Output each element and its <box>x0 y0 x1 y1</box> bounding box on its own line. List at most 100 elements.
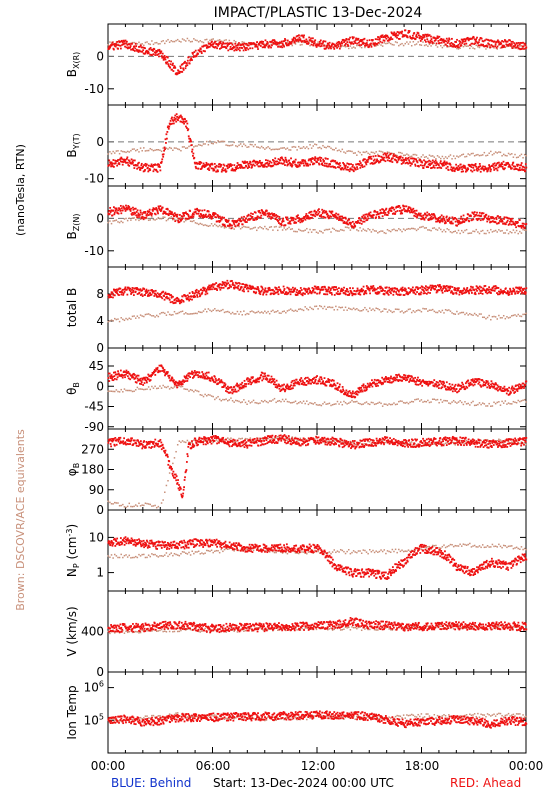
data-point <box>197 41 200 43</box>
data-point <box>144 41 147 44</box>
data-point <box>245 283 248 286</box>
data-point <box>475 154 478 156</box>
data-point <box>207 167 210 170</box>
data-point <box>423 287 426 289</box>
data-point <box>120 150 122 152</box>
data-point <box>457 169 459 171</box>
data-point <box>321 286 324 288</box>
data-point <box>238 163 241 166</box>
data-point <box>455 41 457 43</box>
data-point <box>283 44 285 47</box>
data-point <box>265 159 267 162</box>
data-point <box>304 161 307 163</box>
data-point <box>177 219 179 222</box>
data-point <box>273 215 276 217</box>
data-point <box>366 287 369 290</box>
data-point <box>123 42 126 45</box>
data-point <box>212 213 214 216</box>
data-point <box>458 220 461 223</box>
data-point <box>335 162 338 165</box>
data-point <box>181 295 184 298</box>
data-point <box>202 214 205 217</box>
data-point <box>119 157 122 160</box>
data-point <box>299 38 302 41</box>
data-point <box>494 151 497 153</box>
data-point <box>457 43 460 46</box>
data-point <box>485 317 487 320</box>
data-point <box>252 227 255 229</box>
data-point <box>278 222 280 224</box>
data-point <box>425 308 427 310</box>
data-point <box>271 212 273 215</box>
data-point <box>344 293 347 296</box>
data-point <box>170 386 172 389</box>
data-point <box>522 289 524 292</box>
data-point <box>115 207 118 210</box>
data-point <box>159 210 162 212</box>
data-point <box>338 217 341 220</box>
data-point <box>212 38 214 40</box>
data-point <box>450 44 452 47</box>
data-point <box>133 45 136 48</box>
data-point <box>515 167 518 170</box>
data-point <box>309 211 311 213</box>
data-point <box>232 284 235 286</box>
data-point <box>389 291 391 293</box>
data-point <box>360 219 363 222</box>
data-point <box>426 214 429 217</box>
data-point <box>295 164 298 167</box>
data-point <box>443 229 445 231</box>
data-point <box>209 39 211 42</box>
data-point <box>182 300 185 303</box>
data-point <box>440 157 442 160</box>
data-point <box>490 168 492 171</box>
data-point <box>353 223 356 225</box>
data-point <box>128 160 131 163</box>
data-point <box>188 217 191 219</box>
data-point <box>506 216 509 219</box>
data-point <box>518 288 521 291</box>
data-point <box>115 43 118 45</box>
data-point <box>137 288 140 291</box>
data-point <box>128 43 131 46</box>
data-point <box>237 48 240 51</box>
data-point <box>451 231 453 234</box>
data-point <box>431 213 434 216</box>
data-point <box>135 287 138 289</box>
data-point <box>449 221 452 224</box>
data-point <box>306 290 309 293</box>
data-point <box>149 314 152 316</box>
data-point <box>198 292 201 295</box>
data-point <box>172 119 174 121</box>
data-point <box>270 226 273 228</box>
data-point <box>231 224 233 227</box>
data-point <box>172 218 174 221</box>
data-point <box>197 223 200 226</box>
data-point <box>231 48 233 51</box>
data-point <box>380 290 383 292</box>
data-point <box>506 155 508 157</box>
data-point <box>370 285 373 288</box>
data-point <box>520 292 523 295</box>
data-point <box>165 208 168 210</box>
data-point <box>352 152 355 154</box>
data-point <box>489 220 492 223</box>
data-point <box>490 292 492 294</box>
data-point <box>464 38 466 41</box>
data-point <box>184 60 186 63</box>
data-point <box>426 288 429 291</box>
data-point <box>185 298 188 301</box>
data-point <box>108 163 111 166</box>
data-point <box>196 294 199 297</box>
data-point <box>365 308 368 311</box>
data-point <box>425 44 427 46</box>
data-point <box>240 165 243 168</box>
data-point <box>406 36 409 39</box>
data-point <box>264 46 266 49</box>
data-point <box>191 59 193 61</box>
data-point <box>355 37 358 40</box>
data-point <box>507 162 510 165</box>
data-point <box>170 216 172 218</box>
data-point <box>487 167 490 170</box>
data-point <box>214 308 216 310</box>
